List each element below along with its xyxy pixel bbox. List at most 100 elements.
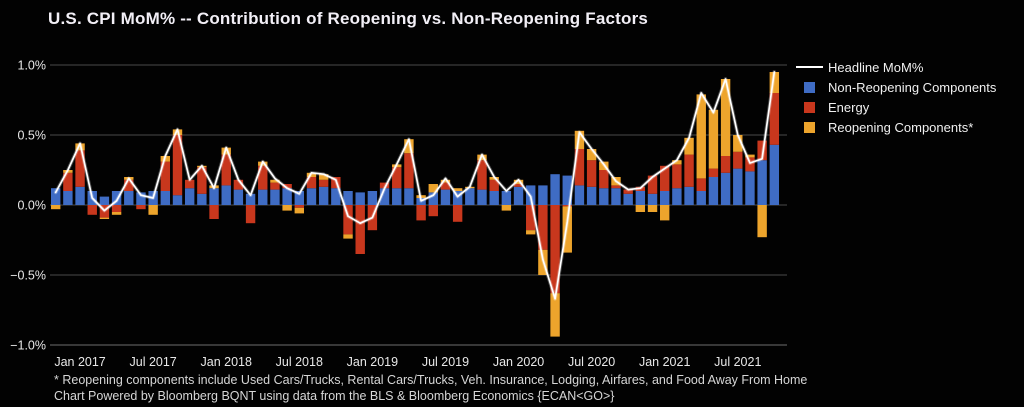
bar-segment xyxy=(318,186,329,205)
bar-segment xyxy=(562,206,572,253)
bar-segment xyxy=(562,175,572,205)
bar-segment xyxy=(245,193,256,205)
legend-label: Reopening Components* xyxy=(828,119,974,135)
legend-label: Headline MoM% xyxy=(828,59,924,75)
legend-color-swatch xyxy=(804,101,815,113)
bar-segment xyxy=(745,157,755,172)
bar-segment xyxy=(647,205,658,212)
bar-segment xyxy=(294,207,304,214)
bar-segment xyxy=(550,293,560,337)
legend-color-swatch xyxy=(804,81,815,93)
bar-segment xyxy=(355,192,365,205)
bar-segment xyxy=(111,191,122,205)
bar-segment xyxy=(599,170,609,189)
bar-segment xyxy=(501,191,512,205)
bar-segment xyxy=(124,191,134,205)
bar-segment xyxy=(63,172,73,191)
bar-segment xyxy=(660,205,670,221)
x-axis-tick-label: Jan 2019 xyxy=(347,355,398,369)
bar-segment xyxy=(611,185,621,189)
bar-segment xyxy=(306,188,317,205)
bar-segment xyxy=(343,205,353,235)
bar-segment xyxy=(465,188,475,205)
x-axis-tick-label: Jul 2017 xyxy=(130,355,177,369)
bar-segment xyxy=(379,188,390,205)
bar-segment xyxy=(477,154,487,161)
bar-segment xyxy=(111,212,122,215)
bar-segment xyxy=(221,185,231,205)
bar-segment xyxy=(696,94,706,179)
bar-segment xyxy=(197,167,207,194)
bar-segment xyxy=(404,153,414,189)
bar-segment xyxy=(623,189,633,194)
bar-segment xyxy=(282,188,292,205)
bar-segment xyxy=(501,205,512,211)
bar-segment xyxy=(440,179,451,183)
bar-segment xyxy=(233,179,244,190)
bar-segment xyxy=(477,189,487,205)
bar-segment xyxy=(331,177,341,189)
bar-segment xyxy=(733,135,743,152)
bar-segment xyxy=(184,179,195,189)
bar-segment xyxy=(245,205,256,224)
bar-segment xyxy=(720,172,731,205)
bar-segment xyxy=(635,191,646,205)
bar-segment xyxy=(294,191,304,205)
bar-segment xyxy=(526,205,536,231)
bar-segment xyxy=(392,188,402,205)
bar-segment xyxy=(87,205,97,215)
bar-segment xyxy=(684,186,694,205)
bar-segment xyxy=(270,182,280,190)
bar-segment xyxy=(660,191,670,205)
bar-segment xyxy=(270,179,280,183)
legend-item-non-reopening: Non-Reopening Components xyxy=(796,77,996,97)
bar-segment xyxy=(513,186,524,205)
bar-segment xyxy=(769,72,780,93)
legend-label: Non-Reopening Components xyxy=(828,79,997,95)
legend-item-energy: Energy xyxy=(796,97,996,117)
bar-segment xyxy=(513,179,524,184)
x-axis-tick-label: Jan 2021 xyxy=(639,355,690,369)
bar-segment xyxy=(184,188,195,205)
bar-segment xyxy=(586,186,597,205)
bar-segment xyxy=(720,156,731,173)
bar-segment xyxy=(428,184,438,193)
bar-segment xyxy=(75,150,85,187)
x-axis-tick-label: Jul 2018 xyxy=(276,355,323,369)
bar-segment xyxy=(172,195,183,205)
bar-segment xyxy=(428,192,438,205)
bar-segment xyxy=(221,147,231,155)
bar-segment xyxy=(233,189,244,205)
bar-segment xyxy=(452,205,463,222)
bar-segment xyxy=(124,179,134,191)
bar-segment xyxy=(672,160,682,165)
y-axis-tick-label: −1.0% xyxy=(10,339,46,353)
bar-segment xyxy=(489,177,499,180)
bar-segment xyxy=(708,109,719,169)
footnote-source-attribution: Chart Powered by Bloomberg BQNT using da… xyxy=(54,388,615,403)
bar-segment xyxy=(550,205,560,294)
bar-segment xyxy=(51,205,61,210)
bar-segment xyxy=(708,177,719,205)
bar-segment xyxy=(197,193,207,205)
bar-segment xyxy=(599,188,609,205)
bar-segment xyxy=(258,165,268,190)
bar-segment xyxy=(306,172,317,177)
bar-segment xyxy=(160,191,171,205)
bar-segment xyxy=(538,185,548,205)
legend-line-sample xyxy=(796,66,823,68)
x-axis-tick-label: Jan 2018 xyxy=(201,355,252,369)
bar-segment xyxy=(331,188,341,205)
bar-segment xyxy=(209,188,219,205)
x-axis-tick-label: Jan 2017 xyxy=(54,355,105,369)
bar-segment xyxy=(745,154,755,158)
bar-segment xyxy=(574,149,585,186)
legend-color-swatch xyxy=(804,121,815,133)
bar-segment xyxy=(769,93,780,145)
bar-segment xyxy=(452,188,463,191)
legend: Headline MoM% Non-Reopening Components Ene… xyxy=(796,57,996,137)
bar-segment xyxy=(452,191,463,205)
bar-segment xyxy=(574,130,585,149)
bar-segment xyxy=(343,234,353,239)
